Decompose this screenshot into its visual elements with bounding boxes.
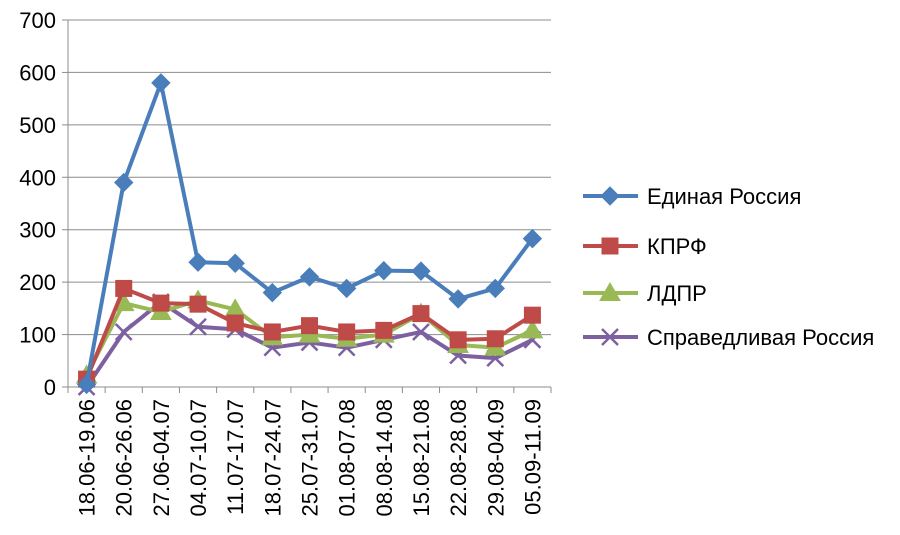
data-point — [188, 252, 208, 272]
legend-item: КПРФ — [583, 234, 707, 259]
y-tick-label: 200 — [19, 270, 56, 295]
legend: Единая Россия КПРФ ЛДПР Справедливая Россия — [583, 184, 874, 350]
data-point — [301, 317, 318, 335]
data-point — [485, 278, 505, 299]
series-group — [75, 73, 544, 396]
legend-marker — [599, 281, 621, 301]
data-point — [521, 319, 544, 339]
legend-marker — [601, 237, 619, 255]
x-tick-label: 04.07-10.07 — [186, 399, 211, 516]
data-point — [374, 260, 394, 281]
y-tick-label: 400 — [19, 165, 56, 190]
y-tick-label: 700 — [19, 8, 56, 33]
x-tick-label: 22.08-28.08 — [446, 399, 471, 516]
x-tick-label: 29.08-04.09 — [483, 399, 508, 516]
legend-label: Справедливая Россия — [647, 325, 874, 350]
x-marker-stroke — [601, 328, 619, 346]
x-tick-label: 18.06-19.06 — [75, 399, 100, 516]
data-point — [226, 314, 244, 332]
data-point — [152, 294, 170, 312]
y-tick-label: 500 — [19, 113, 56, 138]
x-tick-label: 20.06-26.06 — [112, 399, 137, 516]
legend-label: КПРФ — [647, 234, 707, 259]
x-tick-label: 18.07-24.07 — [260, 399, 285, 516]
data-point — [299, 267, 320, 287]
x-marker-stroke — [189, 317, 207, 336]
data-point — [411, 261, 431, 281]
legend-item: ЛДПР — [583, 281, 707, 306]
x-tick-label: 11.07-17.07 — [223, 399, 248, 515]
data-point — [114, 172, 134, 193]
legend-marker — [600, 186, 620, 206]
legend-item: Справедливая Россия — [583, 325, 874, 350]
data-point — [449, 331, 467, 349]
y-tick-label: 300 — [19, 218, 56, 243]
data-point — [336, 278, 357, 299]
x-tick-label: 01.08-07.08 — [335, 399, 360, 516]
legend-marker — [601, 328, 619, 346]
data-point — [522, 228, 543, 249]
data-point — [412, 323, 430, 341]
data-point — [486, 330, 504, 348]
y-axis: 0 100 200 300 400 500 600 700 — [19, 8, 69, 400]
data-point — [263, 323, 281, 341]
x-tick-label: 15.08-21.08 — [409, 399, 434, 516]
gridlines — [68, 19, 551, 336]
series-0 — [76, 73, 543, 395]
x-marker-stroke — [412, 323, 430, 341]
data-point — [189, 317, 207, 336]
x-tick-label: 27.06-04.07 — [149, 399, 174, 516]
data-point — [76, 374, 97, 395]
data-point — [523, 306, 541, 324]
x-tick-label: 25.07-31.07 — [298, 399, 323, 516]
data-point — [375, 321, 393, 339]
y-tick-label: 100 — [19, 323, 56, 348]
y-tick-label: 600 — [19, 60, 56, 85]
legend-label: ЛДПР — [647, 281, 707, 306]
data-point — [151, 73, 171, 93]
data-point — [448, 289, 468, 309]
data-point — [225, 253, 245, 273]
x-axis: 18.06-19.06 20.06-26.06 27.06-04.07 04.07-1… — [67, 386, 552, 516]
legend-label: Единая Россия — [647, 184, 801, 209]
data-point — [115, 279, 133, 297]
data-point — [338, 323, 356, 341]
legend-item: Единая Россия — [583, 184, 801, 209]
x-tick-label: 05.09-11.09 — [520, 399, 545, 515]
x-tick-label: 08.08-14.08 — [372, 399, 397, 516]
y-tick-label: 0 — [44, 375, 56, 400]
series-2 — [75, 289, 544, 384]
data-point — [412, 305, 430, 323]
data-point — [189, 295, 207, 313]
data-point — [262, 282, 283, 303]
x-marker-stroke — [114, 323, 133, 341]
data-point — [114, 323, 133, 341]
